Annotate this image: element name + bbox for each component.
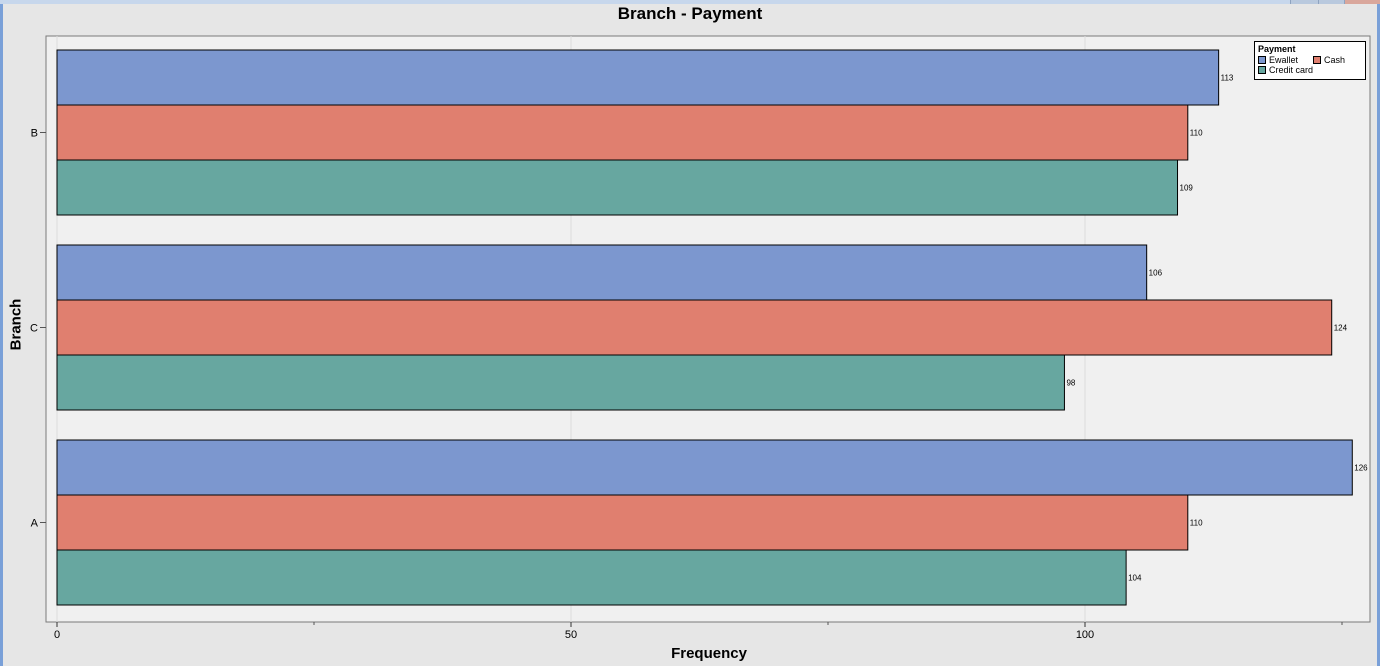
legend-swatch-ewallet — [1258, 56, 1266, 64]
legend-item-cash: Cash — [1313, 55, 1345, 65]
bar-credit-card-a — [56, 549, 1127, 606]
data-label: 124 — [1334, 324, 1348, 333]
window-frame-right — [1377, 4, 1380, 666]
chart-title: Branch - Payment — [617, 4, 763, 23]
data-label: 106 — [1149, 269, 1163, 278]
bar-cash-b — [56, 104, 1189, 161]
legend-swatch-cash — [1313, 56, 1321, 64]
window-title-bar — [0, 0, 1380, 4]
y-tick-label: A — [31, 518, 39, 530]
data-label: 113 — [1221, 74, 1234, 83]
x-axis-title: Frequency — [671, 645, 747, 662]
maximize-button[interactable] — [1318, 0, 1345, 4]
legend: Payment Ewallet Cash Credit card — [1254, 41, 1366, 80]
bar-ewallet-b — [56, 49, 1220, 106]
bar-credit-card-c — [56, 354, 1065, 411]
y-tick-label: C — [30, 323, 38, 335]
bar-ewallet-c — [56, 244, 1148, 301]
bar-cash-a — [56, 494, 1189, 551]
legend-swatch-credit-card — [1258, 66, 1266, 74]
legend-label-ewallet: Ewallet — [1269, 55, 1299, 65]
legend-label-credit-card: Credit card — [1269, 65, 1314, 75]
bar-ewallet-a — [56, 439, 1353, 496]
legend-item-credit-card: Credit card — [1258, 65, 1313, 75]
data-label: 109 — [1180, 184, 1194, 193]
legend-title: Payment — [1258, 44, 1296, 54]
data-label: 110 — [1190, 519, 1203, 528]
data-label: 126 — [1354, 464, 1368, 473]
data-label: 98 — [1066, 379, 1075, 388]
x-tick-label: 0 — [54, 629, 60, 641]
legend-item-ewallet: Ewallet — [1258, 55, 1298, 65]
window-frame-left — [0, 4, 3, 666]
x-tick-label: 50 — [565, 629, 577, 641]
y-tick-label: B — [31, 128, 38, 140]
minimize-button[interactable] — [1290, 0, 1319, 4]
data-label: 104 — [1128, 574, 1142, 583]
x-tick-label: 100 — [1076, 629, 1094, 641]
close-button[interactable] — [1344, 0, 1380, 4]
legend-label-cash: Cash — [1324, 55, 1346, 65]
bar-cash-c — [56, 299, 1333, 356]
data-label: 110 — [1190, 129, 1203, 138]
bar-credit-card-b — [56, 159, 1179, 216]
